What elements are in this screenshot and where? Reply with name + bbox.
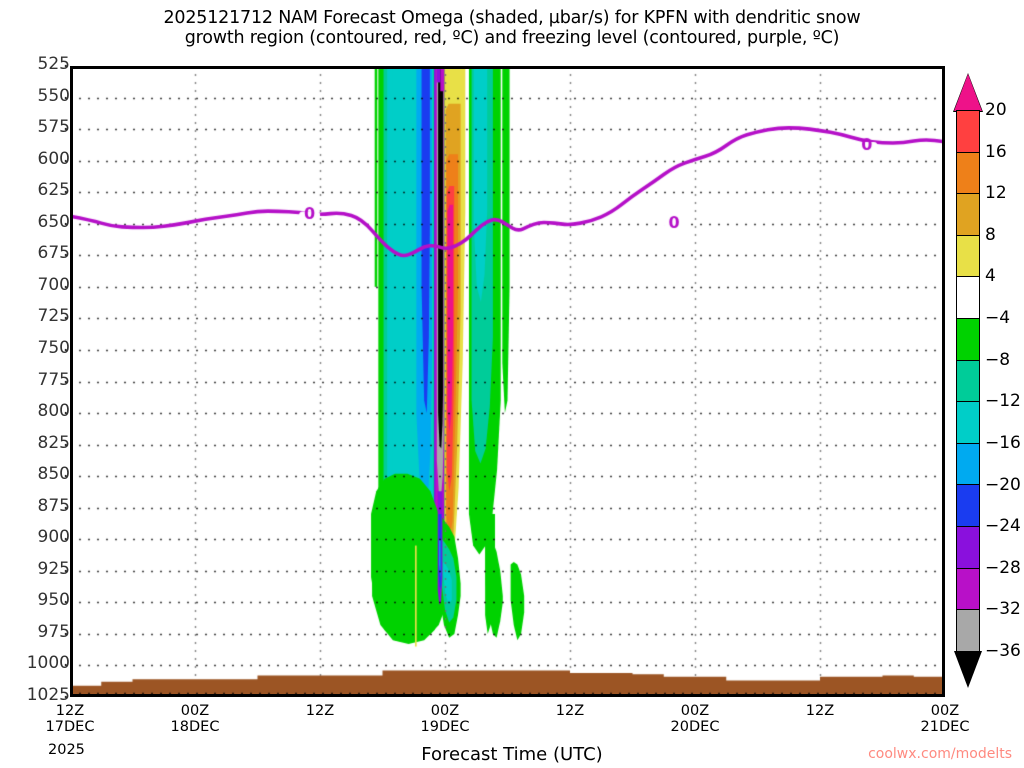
omega-shading-canvas [70, 66, 945, 697]
colorbar-tick-label: 20 [985, 100, 1007, 120]
x-axis-tick-label: 00Z 18DEC [170, 703, 220, 735]
colorbar-tick-label: −4 [985, 308, 1011, 329]
y-axis-tick: · [63, 593, 69, 614]
y-axis-tick-label: 675 [37, 243, 70, 264]
y-axis-tick: · [63, 120, 69, 141]
colorbar-band [957, 402, 979, 444]
x-axis-title: Forecast Time (UTC) [421, 744, 603, 765]
y-axis-tick: · [63, 246, 69, 267]
colorbar-band [957, 610, 979, 652]
colorbar-band [957, 485, 979, 528]
plot-area [70, 66, 945, 697]
colorbar-tick-label: 8 [985, 224, 996, 245]
x-axis-tick-label: 12Z [305, 703, 335, 719]
y-axis-tick-label: 975 [37, 621, 70, 642]
y-axis-tick: · [63, 151, 69, 172]
colorbar-tick-label: 12 [985, 183, 1007, 204]
y-axis-tick-label: 625 [37, 180, 70, 201]
watermark: coolwx.com/modelts [868, 746, 1012, 762]
y-axis-tick: · [63, 561, 69, 582]
y-axis-tick: · [63, 435, 69, 456]
colorbar-band [957, 277, 979, 320]
colorbar-tick-label: −12 [985, 391, 1021, 412]
y-axis-tick-label: 650 [37, 211, 70, 232]
y-axis-tick: · [63, 340, 69, 361]
y-axis-tick: · [63, 277, 69, 298]
y-axis-tick-label: 1000 [26, 653, 70, 674]
y-axis-tick: · [63, 309, 69, 330]
colorbar-band [957, 111, 979, 153]
y-axis-tick-label: 775 [37, 369, 70, 390]
colorbar-over-arrow [954, 74, 982, 111]
x-axis-year: 2025 [48, 742, 85, 758]
y-axis-tick-label: 575 [37, 117, 70, 138]
colorbar-tick-label: −36 [985, 641, 1021, 661]
y-axis: 525 · 550 · 575 · 600 · 625 · 650 · 675 · 700 · 725 · 750 ·… [0, 0, 70, 768]
colorbar-tick-label: −24 [985, 516, 1021, 537]
x-axis-tick-label: 12Z 17DEC [45, 703, 95, 735]
y-axis-tick: · [63, 57, 69, 77]
y-axis-tick-label: 950 [37, 590, 70, 611]
y-axis-tick: · [63, 467, 69, 488]
colorbar-tick-label: −32 [985, 599, 1021, 620]
y-axis-tick-label: 600 [37, 148, 70, 169]
colorbar-band [957, 443, 979, 486]
y-axis-tick-label: 750 [37, 337, 70, 358]
colorbar-band [957, 152, 979, 195]
colorbar-band [957, 319, 979, 361]
y-axis-tick-label: 725 [37, 306, 70, 327]
y-axis-tick: · [63, 88, 69, 109]
y-axis-tick: · [63, 372, 69, 393]
y-axis-tick: · [63, 530, 69, 551]
x-axis-tick-label: 12Z [805, 703, 835, 719]
y-axis-tick-label: 825 [37, 432, 70, 453]
y-axis-tick-label: 700 [37, 274, 70, 295]
x-axis-tick-label: 00Z 21DEC [920, 703, 970, 735]
y-axis-tick-label: 550 [37, 85, 70, 106]
chart-title-line1: 2025121712 NAM Forecast Omega (shaded, µ… [163, 8, 861, 28]
colorbar-band [957, 360, 979, 403]
y-axis-tick: · [63, 624, 69, 645]
colorbar-tick-label: −8 [985, 349, 1011, 370]
y-axis-tick-label: 850 [37, 464, 70, 485]
colorbar-under-arrow [954, 651, 982, 688]
colorbar-tick-label: −16 [985, 432, 1021, 453]
colorbar [956, 110, 980, 652]
colorbar-tick-label: 16 [985, 141, 1007, 162]
y-axis-tick: · [63, 183, 69, 204]
colorbar-tick-label: 4 [985, 266, 996, 287]
y-axis-tick-label: 925 [37, 558, 70, 579]
y-axis-tick: · [63, 498, 69, 519]
colorbar-band [957, 527, 979, 569]
y-axis-tick: · [63, 404, 69, 425]
colorbar-tick-label: −20 [985, 474, 1021, 495]
colorbar-band [957, 235, 979, 278]
y-axis-tick-label: 900 [37, 527, 70, 548]
y-axis-tick: · [63, 656, 69, 677]
chart-title-line2: growth region (contoured, red, ºC) and f… [184, 28, 840, 48]
y-axis-tick-label: 800 [37, 401, 70, 422]
x-axis-tick-label: 00Z 20DEC [670, 703, 720, 735]
y-axis-tick-label: 525 [37, 54, 70, 74]
chart-title: 2025121712 NAM Forecast Omega (shaded, µ… [0, 8, 1024, 48]
colorbar-band [957, 194, 979, 236]
x-axis-tick-label: 12Z [555, 703, 585, 719]
y-axis-tick: · [63, 688, 69, 708]
y-axis-tick: · [63, 214, 69, 235]
y-axis-tick-label: 1025 [26, 685, 70, 705]
colorbar-tick-label: −28 [985, 557, 1021, 578]
y-axis-tick-label: 875 [37, 495, 70, 516]
x-axis-tick-label: 00Z 19DEC [420, 703, 470, 735]
colorbar-band [957, 568, 979, 611]
